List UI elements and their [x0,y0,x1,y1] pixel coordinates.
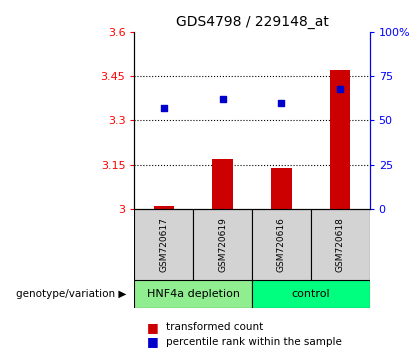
Text: ■: ■ [147,321,159,334]
Bar [271,167,291,209]
Bar [134,280,252,308]
Point [337,86,344,91]
Bar [154,206,174,209]
Text: ■: ■ [147,335,159,348]
Text: control: control [291,289,330,299]
Point [278,100,285,105]
Text: transformed count: transformed count [166,322,263,332]
Bar [213,159,233,209]
Text: GSM720619: GSM720619 [218,217,227,272]
Text: HNF4a depletion: HNF4a depletion [147,289,240,299]
Bar [252,280,370,308]
Title: GDS4798 / 229148_at: GDS4798 / 229148_at [176,16,328,29]
Text: genotype/variation ▶: genotype/variation ▶ [16,289,126,299]
Bar [252,209,311,280]
Text: GSM720618: GSM720618 [336,217,345,272]
Text: GSM720616: GSM720616 [277,217,286,272]
Point [219,96,226,102]
Text: GSM720617: GSM720617 [159,217,168,272]
Text: percentile rank within the sample: percentile rank within the sample [166,337,342,347]
Bar [134,209,193,280]
Bar [311,209,370,280]
Point [160,105,167,111]
Bar [193,209,252,280]
Bar [330,70,351,209]
